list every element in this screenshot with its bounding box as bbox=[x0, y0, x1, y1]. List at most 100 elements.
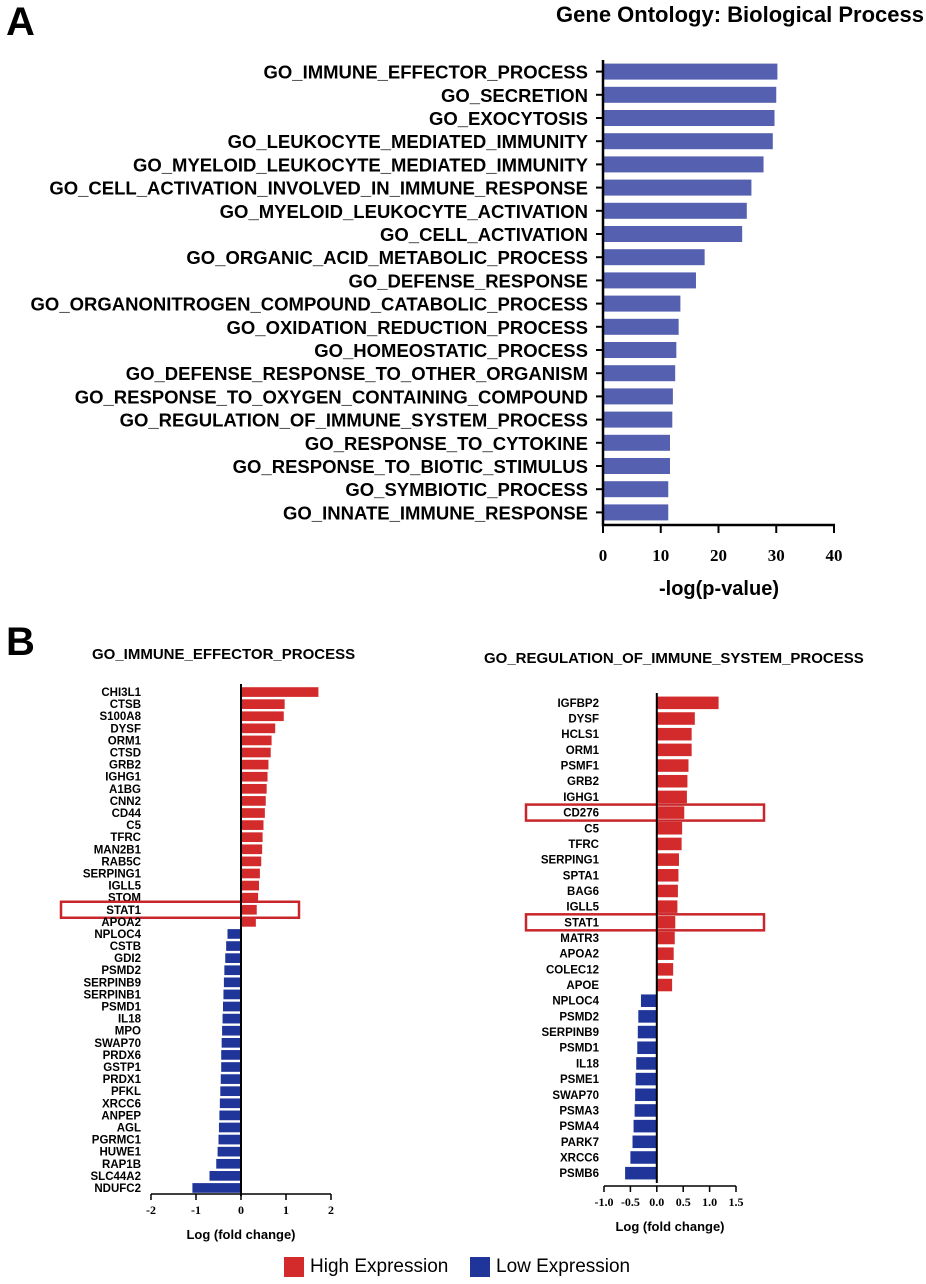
gene-label: PSMA3 bbox=[559, 1105, 599, 1117]
gene-label: CD44 bbox=[112, 808, 142, 820]
gene-label: TFRC bbox=[568, 839, 599, 851]
gene-bar bbox=[223, 977, 241, 988]
gene-label: A1BG bbox=[109, 784, 141, 796]
gene-label: XRCC6 bbox=[560, 1152, 599, 1164]
x-tick-label: -2 bbox=[146, 1203, 156, 1217]
gene-bar bbox=[217, 1146, 241, 1157]
category-label: GO_RESPONSE_TO_BIOTIC_STIMULUS bbox=[233, 456, 588, 477]
gene-label: RAB5C bbox=[101, 856, 141, 868]
gene-label: CD276 bbox=[563, 808, 599, 820]
gene-label: NPLOC4 bbox=[94, 929, 141, 941]
highlight-box bbox=[524, 913, 766, 932]
gene-bar bbox=[635, 1072, 657, 1086]
gene-label: DYSF bbox=[568, 714, 599, 726]
gene-bar bbox=[656, 821, 683, 835]
chart-a-title: Gene Ontology: Biological Process bbox=[556, 2, 924, 27]
gene-bar bbox=[637, 1025, 657, 1039]
gene-bar bbox=[241, 832, 263, 843]
go-bar bbox=[603, 272, 696, 289]
gene-bar bbox=[241, 892, 259, 903]
gene-bar bbox=[656, 916, 676, 929]
gene-label: XRCC6 bbox=[102, 1098, 141, 1110]
gene-label: PSMD2 bbox=[559, 1011, 599, 1023]
gene-label: CTSD bbox=[110, 748, 141, 760]
gene-label: S100A8 bbox=[99, 711, 141, 723]
gene-bar bbox=[222, 1013, 241, 1024]
panel-label-b: B bbox=[6, 620, 35, 664]
gene-label: RAP1B bbox=[102, 1159, 141, 1171]
gene-label: CHI3L1 bbox=[101, 687, 141, 699]
gene-bar bbox=[241, 747, 271, 758]
gene-label: COLEC12 bbox=[546, 964, 599, 976]
gene-label: SLC44A2 bbox=[91, 1171, 142, 1183]
gene-bar bbox=[634, 1104, 657, 1117]
gene-bar bbox=[640, 994, 657, 1007]
go-bar bbox=[603, 342, 677, 358]
x-tick-label: 0 bbox=[238, 1203, 244, 1217]
gene-label: SERPINB9 bbox=[83, 977, 141, 989]
gene-bar bbox=[218, 1134, 241, 1145]
gene-bar bbox=[219, 1110, 241, 1121]
gene-bar bbox=[656, 774, 688, 788]
gene-label: PSMD1 bbox=[101, 1002, 141, 1014]
go-bar bbox=[603, 156, 764, 173]
gene-bar bbox=[241, 868, 260, 879]
category-label: GO_SECRETION bbox=[441, 85, 588, 106]
gene-label: IGHG1 bbox=[105, 772, 141, 784]
go-bar bbox=[603, 434, 670, 451]
highlight-box bbox=[524, 803, 766, 822]
gene-label: PSMD2 bbox=[101, 965, 141, 977]
go-bar bbox=[603, 481, 669, 498]
gene-label: IGHG1 bbox=[563, 792, 599, 804]
gene-bar bbox=[241, 904, 257, 915]
gene-bar bbox=[241, 711, 284, 722]
gene-bar bbox=[224, 965, 241, 976]
gene-label: TFRC bbox=[110, 832, 141, 844]
category-label: GO_CELL_ACTIVATION_INVOLVED_IN_IMMUNE_RE… bbox=[49, 178, 588, 199]
category-label: GO_DEFENSE_RESPONSE bbox=[348, 270, 588, 291]
x-axis-label: -log(p-value) bbox=[659, 578, 779, 600]
category-label: GO_CELL_ACTIVATION bbox=[380, 224, 588, 245]
gene-label: SWAP70 bbox=[552, 1090, 599, 1102]
gene-bar bbox=[656, 759, 689, 772]
gene-bar bbox=[636, 1057, 657, 1070]
gene-bar bbox=[227, 929, 241, 939]
gene-bar bbox=[656, 963, 674, 976]
category-label: GO_ORGANIC_ACID_METABOLIC_PROCESS bbox=[186, 247, 588, 268]
gene-bar bbox=[241, 699, 285, 709]
chart-b1-title: GO_IMMUNE_EFFECTOR_PROCESS bbox=[92, 646, 356, 663]
go-bar bbox=[603, 318, 679, 335]
gene-label: IGFBP2 bbox=[557, 698, 599, 710]
gene-bar bbox=[222, 1025, 241, 1036]
gene-label: MAN2B1 bbox=[94, 844, 142, 856]
gene-label: MATR3 bbox=[560, 933, 599, 945]
gene-bar bbox=[241, 771, 268, 782]
gene-label: PSMF1 bbox=[561, 761, 600, 773]
x-tick-label: 1 bbox=[283, 1203, 289, 1217]
legend-low-swatch bbox=[470, 1257, 490, 1277]
gene-bar bbox=[241, 917, 256, 927]
gene-label: ORM1 bbox=[108, 735, 142, 747]
gene-label: ORM1 bbox=[566, 745, 600, 757]
gene-label: GDI2 bbox=[114, 953, 141, 965]
gene-label: PRDX1 bbox=[103, 1074, 142, 1086]
gene-label: NPLOC4 bbox=[552, 996, 599, 1008]
x-tick-label: 30 bbox=[768, 546, 785, 565]
gene-label: AGL bbox=[117, 1122, 141, 1134]
legend-low: Low Expression bbox=[470, 1256, 630, 1278]
gene-bar bbox=[656, 853, 679, 866]
gene-label: DYSF bbox=[110, 723, 141, 735]
gene-label: IGLL5 bbox=[108, 881, 141, 893]
gene-bar bbox=[656, 931, 675, 945]
gene-label: GRB2 bbox=[109, 760, 141, 772]
gene-label: IL18 bbox=[576, 1058, 600, 1070]
gene-bar bbox=[656, 712, 695, 725]
gene-bar bbox=[241, 796, 266, 806]
gene-bar bbox=[656, 696, 719, 710]
gene-label: APOA2 bbox=[559, 949, 599, 961]
gene-bar bbox=[638, 1010, 657, 1023]
gene-label: SERPINB9 bbox=[541, 1027, 599, 1039]
gene-bar bbox=[656, 900, 678, 913]
gene-bar bbox=[221, 1050, 241, 1060]
gene-bar bbox=[632, 1135, 657, 1149]
